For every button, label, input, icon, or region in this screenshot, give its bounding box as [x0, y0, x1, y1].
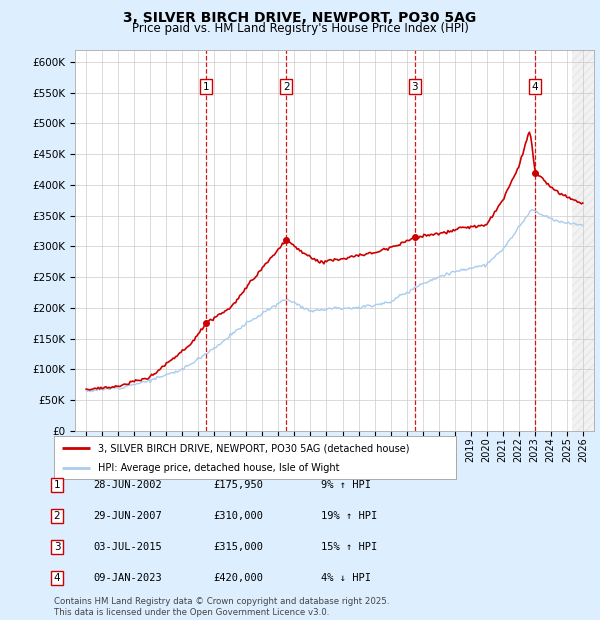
Text: Contains HM Land Registry data © Crown copyright and database right 2025.
This d: Contains HM Land Registry data © Crown c…	[54, 598, 389, 617]
Text: 4: 4	[532, 81, 539, 92]
Text: 4: 4	[53, 573, 61, 583]
Text: 2: 2	[283, 81, 290, 92]
Text: 03-JUL-2015: 03-JUL-2015	[93, 542, 162, 552]
Text: 3, SILVER BIRCH DRIVE, NEWPORT, PO30 5AG: 3, SILVER BIRCH DRIVE, NEWPORT, PO30 5AG	[124, 11, 476, 25]
Text: HPI: Average price, detached house, Isle of Wight: HPI: Average price, detached house, Isle…	[98, 463, 340, 473]
Text: £310,000: £310,000	[213, 511, 263, 521]
Text: 29-JUN-2007: 29-JUN-2007	[93, 511, 162, 521]
Text: 19% ↑ HPI: 19% ↑ HPI	[321, 511, 377, 521]
Text: £175,950: £175,950	[213, 480, 263, 490]
Text: 1: 1	[53, 480, 61, 490]
Text: 3, SILVER BIRCH DRIVE, NEWPORT, PO30 5AG (detached house): 3, SILVER BIRCH DRIVE, NEWPORT, PO30 5AG…	[98, 443, 410, 453]
Text: 1: 1	[203, 81, 209, 92]
Text: 3: 3	[53, 542, 61, 552]
Text: £315,000: £315,000	[213, 542, 263, 552]
Text: 2: 2	[53, 511, 61, 521]
Text: 28-JUN-2002: 28-JUN-2002	[93, 480, 162, 490]
Text: Price paid vs. HM Land Registry's House Price Index (HPI): Price paid vs. HM Land Registry's House …	[131, 22, 469, 35]
Text: 09-JAN-2023: 09-JAN-2023	[93, 573, 162, 583]
Text: 9% ↑ HPI: 9% ↑ HPI	[321, 480, 371, 490]
Text: 15% ↑ HPI: 15% ↑ HPI	[321, 542, 377, 552]
Text: 3: 3	[412, 81, 418, 92]
Bar	[572, 50, 594, 431]
Text: £420,000: £420,000	[213, 573, 263, 583]
Text: 4% ↓ HPI: 4% ↓ HPI	[321, 573, 371, 583]
